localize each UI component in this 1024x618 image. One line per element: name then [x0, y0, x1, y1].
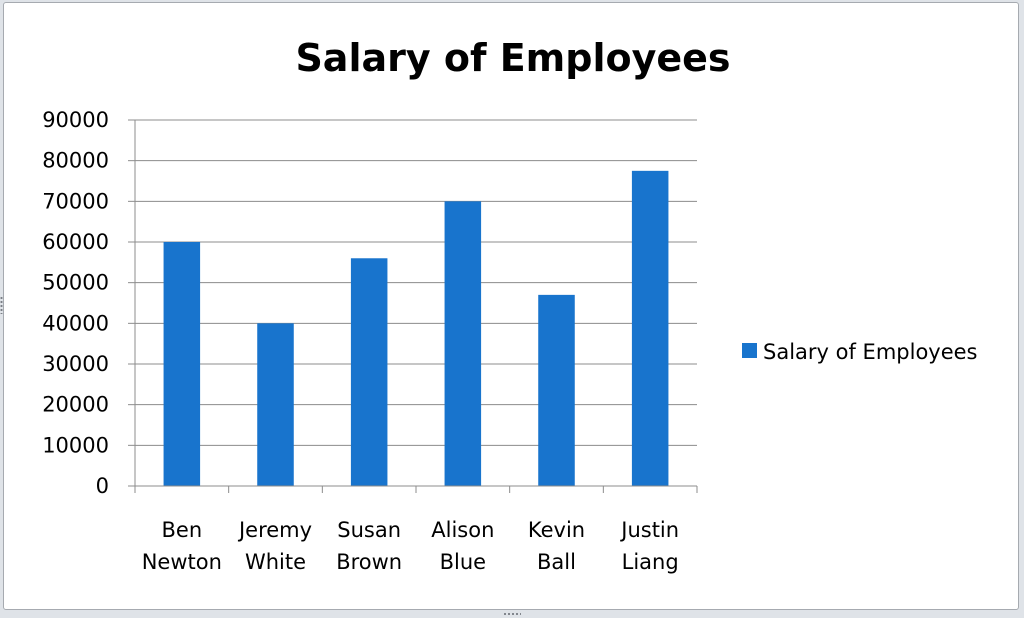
y-tick-label: 0 — [96, 474, 109, 498]
y-tick-label: 90000 — [42, 108, 109, 132]
legend: Salary of Employees — [742, 340, 978, 364]
chart-title: Salary of Employees — [295, 36, 730, 80]
y-tick-label: 60000 — [42, 230, 109, 254]
y-tick-label: 50000 — [42, 271, 109, 295]
bar-chart: Salary of Employees 0 10000 20000 30000 4000… — [42, 36, 978, 574]
bar[interactable] — [163, 242, 201, 486]
x-tick-label: Susan Brown — [336, 518, 402, 574]
legend-swatch — [742, 343, 757, 358]
x-axis: Ben Newton Jeremy White Susan Brown Alison Blue… — [134, 485, 698, 574]
y-axis: 0 10000 20000 30000 40000 50000 60000 70000 8000… — [42, 108, 136, 498]
bar[interactable] — [444, 201, 482, 487]
y-tick-label: 10000 — [42, 433, 109, 457]
y-tick-label: 80000 — [42, 149, 109, 173]
bar[interactable] — [350, 258, 388, 486]
x-tick-label: Kevin Ball — [528, 518, 585, 574]
x-tick-label: Ben Newton — [142, 518, 222, 574]
y-tick-label: 40000 — [42, 311, 109, 335]
bar[interactable] — [538, 294, 575, 486]
resize-handle[interactable] — [503, 612, 521, 616]
chart-area[interactable]: Salary of Employees 0 10000 20000 30000 4000… — [3, 2, 1019, 610]
x-tick-label: Jeremy White — [237, 518, 312, 574]
bar[interactable] — [631, 170, 669, 487]
bar[interactable] — [257, 323, 294, 486]
gridlines — [135, 119, 697, 446]
y-tick-label: 30000 — [42, 352, 109, 376]
y-tick-label: 20000 — [42, 393, 109, 417]
legend-label: Salary of Employees — [763, 340, 978, 364]
bars — [163, 170, 669, 487]
x-tick-label: Alison Blue — [431, 518, 494, 574]
y-tick-label: 70000 — [42, 189, 109, 213]
side-resize-handle[interactable] — [0, 296, 3, 314]
x-tick-label: Justin Liang — [619, 518, 679, 574]
